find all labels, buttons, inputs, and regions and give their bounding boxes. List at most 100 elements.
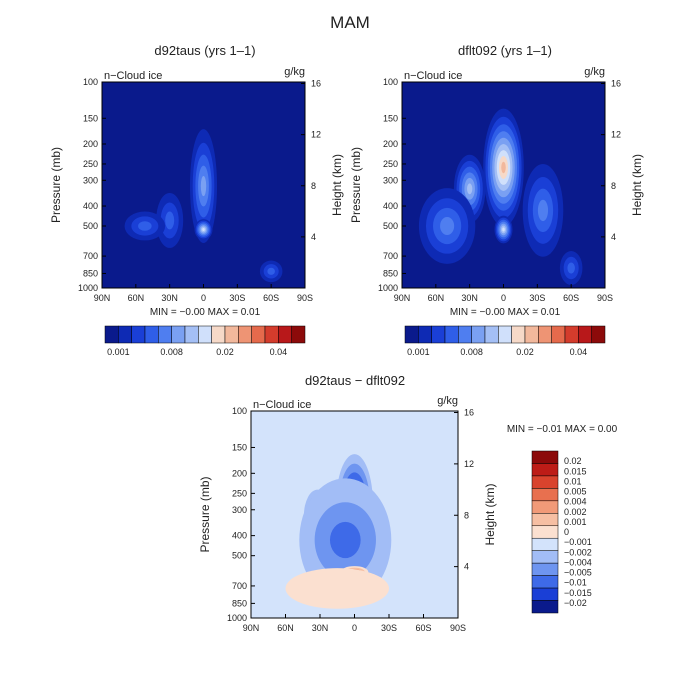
colorbar-swatch	[264, 325, 279, 344]
contour-level	[501, 161, 506, 174]
colorbar-swatch	[531, 488, 559, 502]
colorbar-swatch	[158, 325, 172, 344]
field-label: n−Cloud ice	[104, 70, 162, 82]
right-tick-label: 12	[611, 130, 621, 140]
colorbar-swatch	[531, 463, 559, 477]
y-tick-label: 300	[83, 175, 98, 185]
panel-title: d92taus (yrs 1–1)	[154, 43, 255, 58]
y-tick-label: 250	[383, 159, 398, 169]
colorbar-swatch	[198, 325, 212, 344]
colorbar-swatch	[471, 325, 486, 344]
colorbar-swatch	[184, 325, 199, 344]
colorbar-swatch	[104, 325, 119, 344]
colorbar-label: 0	[564, 527, 569, 537]
y-tick-label: 100	[232, 406, 247, 416]
panel-1: d92taus (yrs 1–1) n−Cloud ice g/kg 100 150 20…	[49, 43, 344, 357]
colorbar-swatch	[418, 325, 432, 344]
colorbar-label: 0.01	[564, 476, 582, 486]
right-tick-label: 16	[311, 79, 321, 89]
x-tick-label: 90N	[394, 293, 411, 303]
y-tick-label: 200	[232, 468, 247, 478]
colorbar-label: 0.001	[107, 347, 130, 357]
x-tick-label: 60S	[563, 293, 579, 303]
colorbar-label: 0.02	[516, 347, 534, 357]
right-tick-label: 8	[311, 181, 316, 191]
x-tick-label: 60N	[277, 623, 294, 633]
x-tick-label: 0	[352, 623, 357, 633]
colorbar-swatch	[224, 325, 239, 344]
y-tick-label: 300	[383, 175, 398, 185]
units-label: g/kg	[584, 66, 605, 78]
y-tick-label: 500	[232, 551, 247, 561]
colorbar-swatch	[484, 325, 499, 344]
y-tick-label: 850	[383, 268, 398, 278]
field-label: n−Cloud ice	[253, 399, 311, 411]
colorbar-swatch	[564, 325, 579, 344]
y-tick-label: 500	[83, 221, 98, 231]
colorbar-swatch	[291, 325, 306, 344]
colorbar-label: 0.002	[564, 507, 587, 517]
y-tick-label: 200	[83, 139, 98, 149]
contour-level	[267, 267, 275, 275]
x-tick-label: 60S	[263, 293, 279, 303]
colorbar-swatch	[578, 325, 592, 344]
y-tick-label: 300	[232, 505, 247, 515]
colorbar-label: −0.002	[564, 547, 592, 557]
colorbar-label: 0.001	[407, 347, 430, 357]
colorbar-label: −0.02	[564, 598, 587, 608]
colorbar-swatch	[404, 325, 419, 344]
contour-level	[467, 183, 473, 195]
y-tick-label: 700	[383, 251, 398, 261]
colorbar-swatch	[144, 325, 159, 344]
colorbar-swatch	[531, 475, 559, 489]
y-tick-label: 1000	[227, 613, 247, 623]
colorbar-swatch	[531, 600, 559, 614]
y-tick-label: 400	[83, 201, 98, 211]
contour-level	[200, 175, 207, 197]
colorbar-label: 0.001	[564, 517, 587, 527]
contour-level	[440, 217, 455, 235]
colorbar-swatch	[444, 325, 459, 344]
figure-title: MAM	[330, 13, 370, 32]
colorbar-swatch	[524, 325, 539, 344]
panels: d92taus (yrs 1–1) n−Cloud ice g/kg 100 150 20…	[49, 43, 644, 633]
colorbar-swatch	[211, 325, 226, 344]
colorbar-label: 0.04	[270, 347, 288, 357]
colorbar-label: −0.01	[564, 578, 587, 588]
colorbar-swatch	[251, 325, 266, 344]
x-tick-label: 60S	[415, 623, 431, 633]
right-tick-label: 12	[464, 459, 474, 469]
x-tick-label: 60N	[128, 293, 145, 303]
y-tick-label: 1000	[78, 283, 98, 293]
right-tick-label: 4	[311, 232, 316, 242]
units-label: g/kg	[284, 66, 305, 78]
colorbar-label: 0.005	[564, 487, 587, 497]
contour-level	[329, 521, 361, 559]
colorbar-swatch	[511, 325, 526, 344]
colorbar-swatch	[131, 325, 146, 344]
right-axis-label: Height (km)	[330, 154, 344, 216]
contour-level	[567, 262, 575, 274]
colorbar-swatch	[531, 550, 559, 564]
x-tick-label: 90S	[450, 623, 466, 633]
contour-level	[202, 228, 205, 231]
colorbar-swatch	[551, 325, 566, 344]
y-tick-label: 150	[383, 113, 398, 123]
right-tick-label: 4	[611, 232, 616, 242]
x-tick-label: 30N	[312, 623, 329, 633]
panel-title: dflt092 (yrs 1–1)	[458, 43, 552, 58]
min-max-label: MIN = −0.00 MAX = 0.01	[150, 307, 261, 318]
colorbar-label: 0.02	[216, 347, 234, 357]
colorbar-swatch	[538, 325, 552, 344]
colorbar-swatch	[531, 500, 559, 514]
colorbar: 0.001 0.008 0.02 0.04	[104, 325, 306, 357]
x-tick-label: 0	[201, 293, 206, 303]
contour-level	[285, 568, 389, 609]
colorbar-label: −0.005	[564, 568, 592, 578]
colorbar: 0.001 0.008 0.02 0.04	[404, 325, 606, 357]
y-tick-label: 850	[232, 598, 247, 608]
y-tick-label: 250	[83, 159, 98, 169]
colorbar-label: 0.008	[160, 347, 183, 357]
contour-level	[165, 211, 175, 230]
